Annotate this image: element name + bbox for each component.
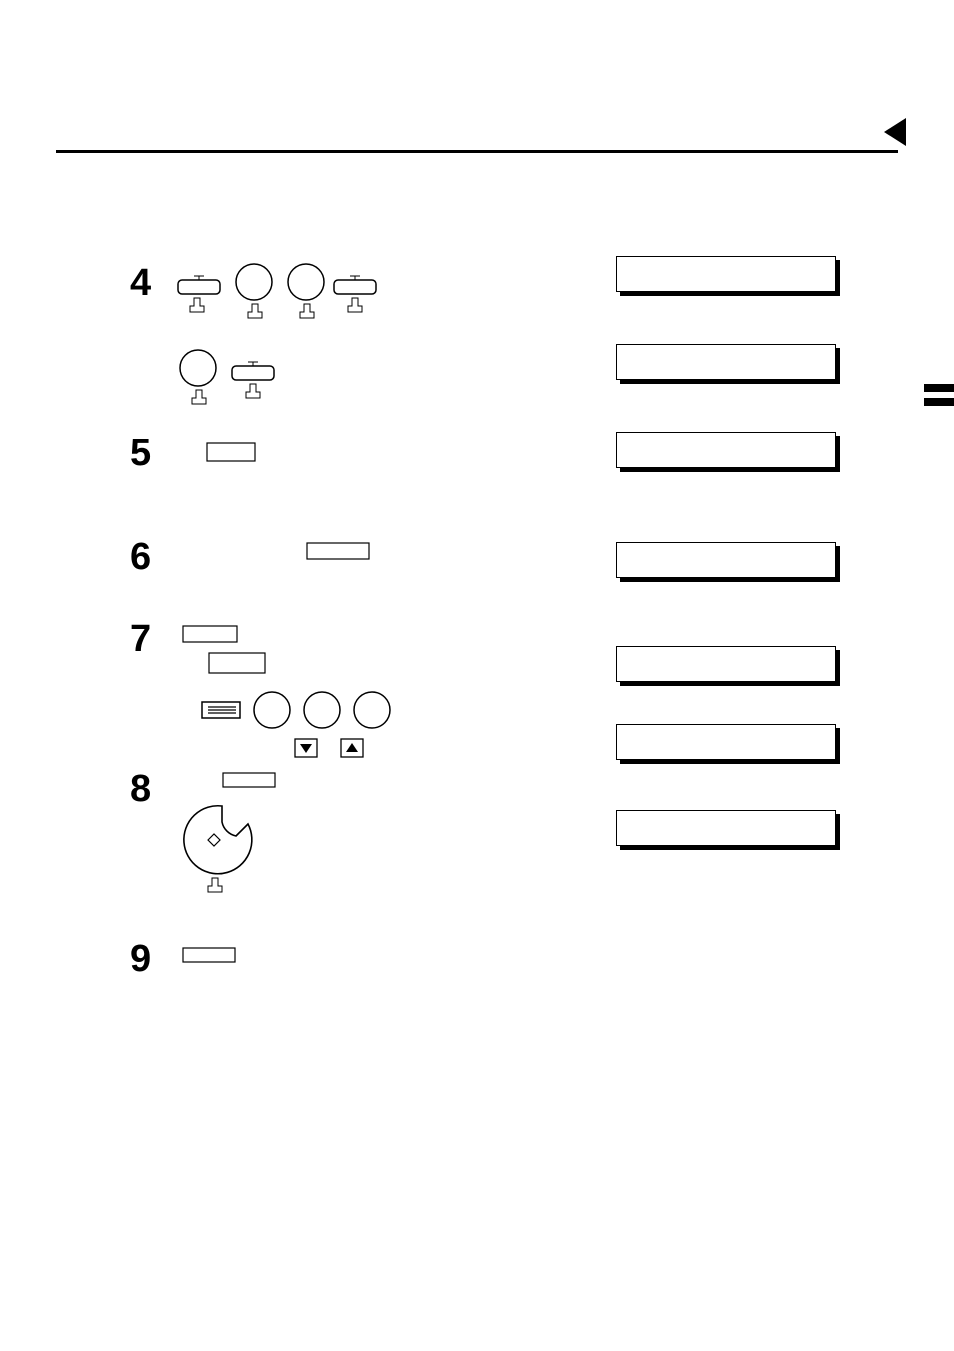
hand-icon (348, 298, 362, 312)
step4-row1-icons (174, 258, 434, 338)
dial-key-icon (254, 692, 290, 728)
set-button-icon (232, 366, 274, 380)
step-number-9: 9 (130, 938, 151, 981)
nav-back-icon (884, 118, 906, 146)
key-box-icon (223, 773, 275, 787)
step7-stop-box (182, 625, 242, 647)
dial-key-icon (288, 264, 324, 300)
step8-start-key (178, 800, 268, 900)
step4-row2-icons (174, 344, 334, 424)
step7-set-box (208, 652, 280, 678)
stop-key-box-icon (183, 626, 237, 642)
start-key-icon (184, 806, 252, 874)
step6-set-box (306, 542, 374, 564)
start-diamond-icon (208, 834, 220, 846)
step9-stop-box (182, 947, 242, 967)
step7-keys-row (200, 686, 440, 746)
step-number-7: 7 (130, 618, 151, 661)
set-button-icon (178, 280, 220, 294)
step-number-6: 6 (130, 536, 151, 579)
step7-arrow-keys (294, 738, 414, 762)
hand-icon (300, 304, 314, 318)
step-number-8: 8 (130, 768, 151, 811)
divider-top (56, 150, 898, 153)
set-key-box-icon (307, 543, 369, 559)
set-key-box-icon (209, 653, 265, 673)
step-number-5: 5 (130, 432, 151, 475)
hand-icon (246, 384, 260, 398)
step-number-4: 4 (130, 262, 151, 305)
dial-key-icon (180, 350, 216, 386)
side-marker-icon (924, 384, 954, 392)
hand-icon (248, 304, 262, 318)
hand-icon (190, 298, 204, 312)
hand-icon (192, 390, 206, 404)
dial-key-icon (236, 264, 272, 300)
side-marker-icon (924, 398, 954, 406)
step5-set-box (206, 442, 266, 464)
stop-key-box-icon (183, 948, 235, 962)
dial-key-icon (304, 692, 340, 728)
set-key-box-icon (207, 443, 255, 461)
dial-key-icon (354, 692, 390, 728)
set-button-icon (334, 280, 376, 294)
hand-icon (208, 878, 222, 892)
step7-small-box (222, 772, 282, 792)
page-root: 4 5 6 7 8 9 (0, 0, 954, 1351)
